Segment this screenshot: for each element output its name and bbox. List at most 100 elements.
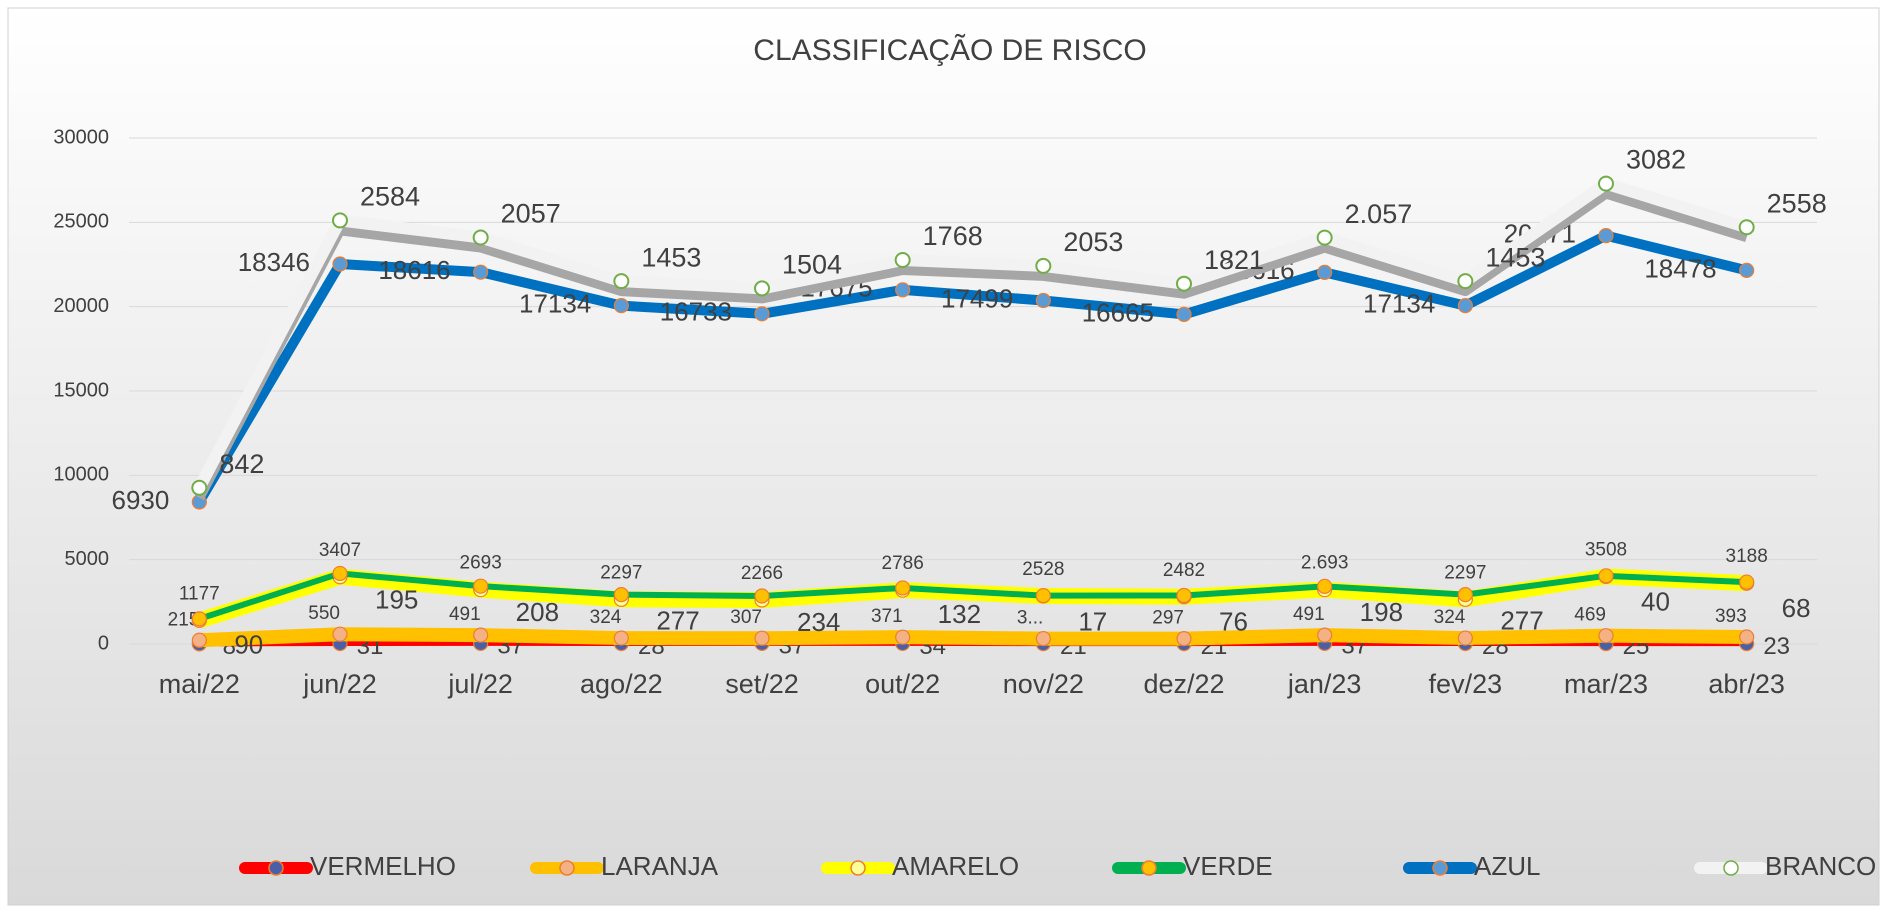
- marker: [1738, 219, 1755, 236]
- series-line: [199, 627, 1747, 648]
- data-label: 208: [516, 597, 559, 627]
- marker: [1035, 630, 1051, 647]
- x-tick-label: jan/23: [1287, 669, 1362, 699]
- data-label: 132: [938, 599, 981, 629]
- legend-entry: AMARELO: [821, 851, 1019, 881]
- line-shadow: [194, 188, 1749, 501]
- marker: [1598, 228, 1614, 244]
- marker: [894, 252, 911, 269]
- marker: [1317, 627, 1333, 643]
- data-label: 195: [375, 584, 418, 614]
- data-label: 2786: [882, 553, 924, 574]
- series-line: [195, 230, 1748, 505]
- y-tick-label: 25000: [53, 211, 109, 233]
- data-label: 1768: [923, 221, 983, 251]
- marker: [1317, 578, 1333, 594]
- data-label: 307: [730, 607, 762, 628]
- marker: [473, 264, 489, 280]
- data-label: 324: [590, 607, 622, 628]
- marker: [754, 630, 770, 646]
- x-tick-label: set/22: [725, 669, 799, 699]
- marker: [613, 630, 629, 646]
- data-label: 2558: [1767, 188, 1827, 218]
- marker: [1176, 306, 1192, 323]
- data-label: 215: [168, 609, 200, 630]
- data-label: 76: [1219, 606, 1248, 636]
- marker: [754, 306, 770, 322]
- marker: [1317, 264, 1333, 280]
- x-tick-label: jul/22: [447, 669, 513, 699]
- y-tick-label: 5000: [65, 548, 110, 570]
- marker: [332, 256, 348, 272]
- legend-label: AMARELO: [892, 851, 1019, 881]
- data-label: 18478: [1644, 253, 1716, 283]
- marker: [1457, 630, 1473, 646]
- y-tick-label: 10000: [53, 464, 109, 486]
- data-label: 18616: [378, 255, 450, 285]
- data-label: 17: [1078, 607, 1107, 637]
- marker: [472, 229, 489, 246]
- data-label: 3082: [1626, 145, 1686, 175]
- marker: [754, 588, 770, 604]
- data-label: 17499: [941, 283, 1013, 313]
- x-tick-label: out/22: [865, 669, 940, 699]
- marker: [1598, 628, 1614, 644]
- data-label: 324: [1434, 607, 1466, 628]
- legend-marker: [1432, 860, 1448, 876]
- legend-label: AZUL: [1474, 851, 1540, 881]
- data-label: 469: [1574, 605, 1606, 626]
- data-label: 491: [1293, 604, 1325, 625]
- y-tick-label: 15000: [53, 379, 109, 401]
- marker: [1598, 175, 1614, 192]
- data-label: 1453: [641, 242, 701, 272]
- data-label: 16733: [660, 297, 732, 327]
- data-label: 68: [1782, 593, 1811, 623]
- marker: [473, 627, 489, 643]
- data-label: 18346: [238, 247, 310, 277]
- data-label: 3508: [1585, 540, 1627, 561]
- legend-entry: LARANJA: [530, 851, 719, 881]
- data-label: 371: [871, 606, 903, 627]
- data-label: 2297: [600, 562, 642, 583]
- data-label: 3188: [1726, 546, 1768, 567]
- data-label: 3407: [319, 540, 361, 561]
- chart-title: CLASSIFICAÇÃO DE RISCO: [753, 33, 1146, 67]
- x-tick-label: mar/23: [1564, 669, 1648, 699]
- marker: [1457, 298, 1473, 314]
- legend-label: VERDE: [1183, 851, 1273, 881]
- data-label: 23: [1763, 633, 1790, 660]
- data-label: 2.057: [1345, 199, 1413, 229]
- data-label: 17134: [1363, 289, 1435, 319]
- marker: [332, 626, 348, 642]
- marker: [1035, 292, 1051, 309]
- legend-label: LARANJA: [601, 851, 719, 881]
- data-label: 297: [1152, 608, 1184, 629]
- marker: [191, 632, 207, 648]
- data-label: 40: [1641, 587, 1670, 617]
- data-label: 2584: [360, 182, 420, 212]
- marker: [1176, 587, 1192, 604]
- chart-background: [7, 7, 1880, 906]
- data-label: 6930: [111, 485, 169, 515]
- data-label: 277: [1500, 606, 1543, 636]
- x-tick-label: jun/22: [302, 669, 377, 699]
- marker: [191, 479, 208, 496]
- data-label: 2053: [1063, 227, 1123, 257]
- data-label: 1453: [1485, 242, 1545, 272]
- marker: [332, 212, 348, 229]
- legend-marker: [1141, 860, 1157, 876]
- legend-label: BRANCO: [1765, 851, 1876, 881]
- y-tick-label: 20000: [53, 295, 109, 317]
- legend-entry: VERDE: [1112, 851, 1273, 881]
- marker: [1457, 273, 1474, 290]
- legend-entry: BRANCO: [1694, 851, 1876, 881]
- legend-entry: VERMELHO: [239, 851, 456, 881]
- x-tick-label: ago/22: [580, 669, 663, 699]
- x-tick-label: fev/23: [1429, 669, 1503, 699]
- x-tick-label: abr/23: [1708, 669, 1785, 699]
- data-label: 491: [449, 604, 481, 625]
- marker: [1316, 229, 1333, 246]
- marker: [895, 580, 911, 596]
- data-label: 1504: [782, 250, 842, 280]
